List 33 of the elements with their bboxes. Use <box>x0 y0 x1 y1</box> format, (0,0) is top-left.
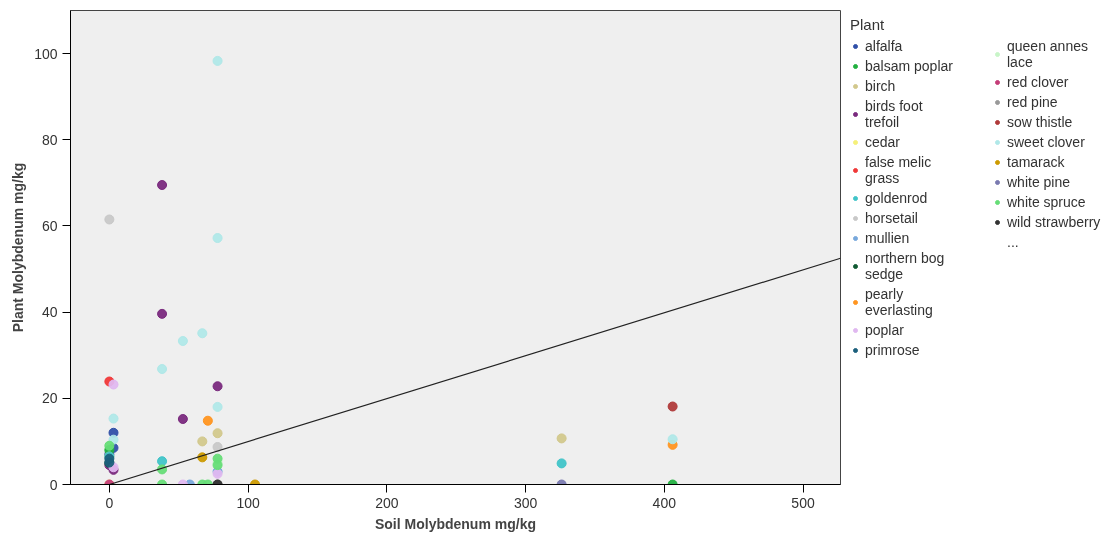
legend-label: sow thistle <box>1007 114 1073 130</box>
legend-label: red pine <box>1007 94 1058 110</box>
x-tick-label: 300 <box>513 494 538 511</box>
legend-label: white spruce <box>1007 194 1086 210</box>
legend-label: goldenrod <box>865 190 928 206</box>
x-tick-label: 100 <box>236 494 260 511</box>
legend-label: mullien <box>865 230 910 246</box>
legend-label: cedar <box>865 134 901 150</box>
x-tick-label: 200 <box>375 494 399 511</box>
legend-title: Plant <box>850 16 886 33</box>
y-tick-label: 40 <box>41 304 58 321</box>
y-tick-label: 0 <box>49 476 58 493</box>
legend-label: white pine <box>1007 174 1071 190</box>
legend-label: balsam poplar <box>865 58 953 74</box>
y-tick-label: 100 <box>34 45 58 62</box>
legend-label: alfalfa <box>865 38 903 54</box>
legend-label: red clover <box>1007 74 1069 90</box>
y-tick-label: 60 <box>41 217 58 234</box>
x-axis-title: Soil Molybdenum mg/kg <box>375 515 537 532</box>
legend-label: tamarack <box>1007 154 1065 170</box>
x-tick-label: 500 <box>791 494 815 511</box>
y-axis-title: Plant Molybdenum mg/kg <box>10 162 27 333</box>
legend-label: poplar <box>865 322 904 338</box>
legend-label: primrose <box>865 342 920 358</box>
y-tick-label: 80 <box>41 131 58 148</box>
legend-label: wild strawberry <box>1007 214 1101 230</box>
x-tick-label: 0 <box>105 494 114 511</box>
x-tick-label: 400 <box>652 494 677 511</box>
legend-label: horsetail <box>865 210 918 226</box>
text: ... <box>1007 234 1020 250</box>
y-tick-label: 20 <box>41 390 58 407</box>
legend-label: sweet clover <box>1007 134 1085 150</box>
legend-label: birch <box>865 78 896 94</box>
